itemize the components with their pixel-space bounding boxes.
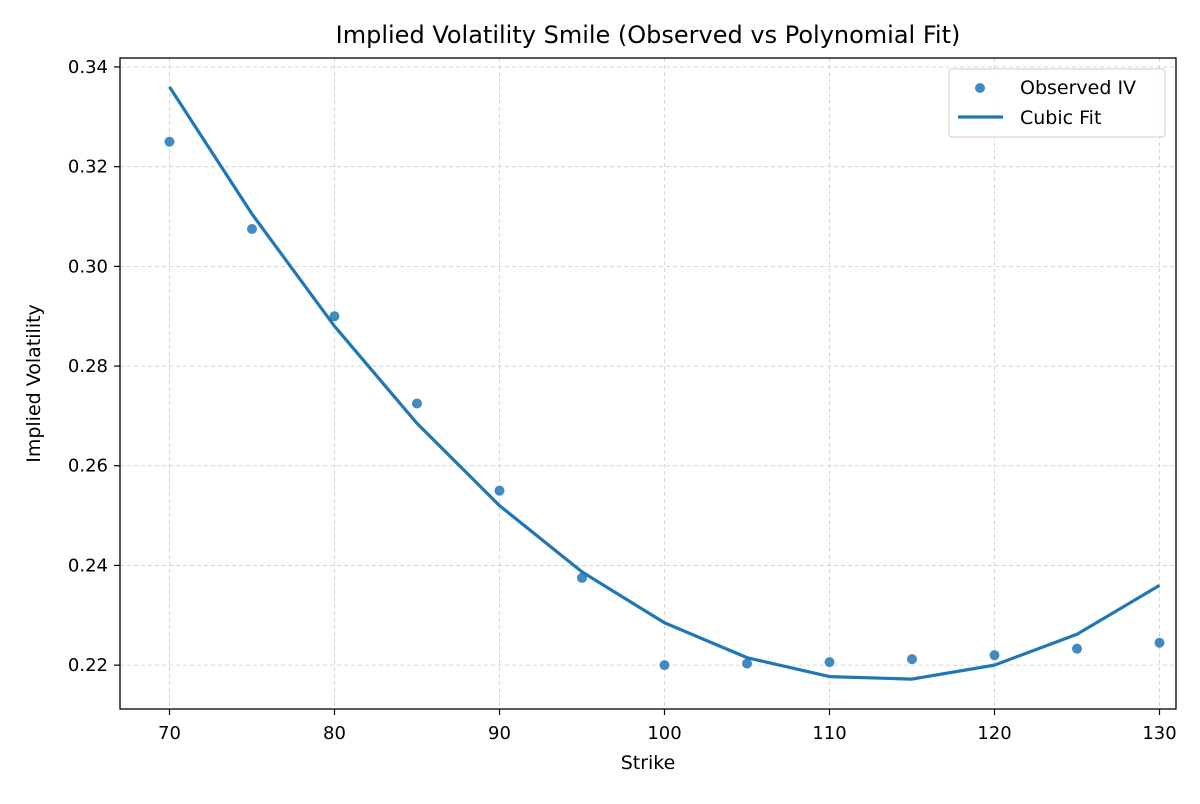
observed-iv-point [742,658,752,669]
x-tick-label: 110 [812,723,846,744]
tick-layer: 70 80 90 100 110 120 130 0.22 0.24 0.26 0.28 0.30 0.… [68,57,1177,744]
legend-label-observed-iv: Observed IV [1020,77,1136,99]
observed-iv-point [164,136,175,147]
x-tick-label: 80 [323,723,346,744]
data-layer [164,86,1165,681]
observed-iv-point [412,398,422,409]
observed-iv-point [659,660,670,671]
observed-iv-point [824,657,835,668]
y-tick-label: 0.22 [68,655,108,676]
y-tick-label: 0.32 [68,157,108,178]
x-tick-label: 100 [647,723,681,744]
legend-marker-observed-iv [975,83,985,93]
cubic-fit-line [168,86,1161,681]
x-tick-label: 120 [977,723,1011,744]
observed-iv-point [1072,643,1082,654]
y-tick-label: 0.34 [68,57,108,78]
chart-title: Implied Volatility Smile (Observed vs Po… [336,21,961,49]
observed-iv-point [329,311,340,322]
y-tick-label: 0.30 [68,256,108,277]
y-tick-label: 0.28 [68,356,108,377]
legend-box [948,68,1166,138]
grid-layer [120,58,1176,709]
x-tick-label: 90 [488,723,511,744]
y-axis-label: Implied Volatility [23,304,45,463]
observed-iv-point [1154,637,1165,648]
legend-label-cubic-fit: Cubic Fit [1020,107,1101,129]
observed-iv-point [989,650,1000,661]
x-axis-label: Strike [621,752,676,774]
legend: Observed IV Cubic Fit [948,68,1166,138]
plot-frame [119,57,1177,710]
x-tick-label: 130 [1142,723,1176,744]
observed-iv-point [907,654,917,665]
observed-iv-point [577,572,587,583]
y-tick-label: 0.26 [68,456,108,477]
y-tick-label: 0.24 [68,555,108,576]
observed-iv-point [494,485,505,496]
observed-iv-point [247,223,257,234]
x-tick-label: 70 [158,723,181,744]
